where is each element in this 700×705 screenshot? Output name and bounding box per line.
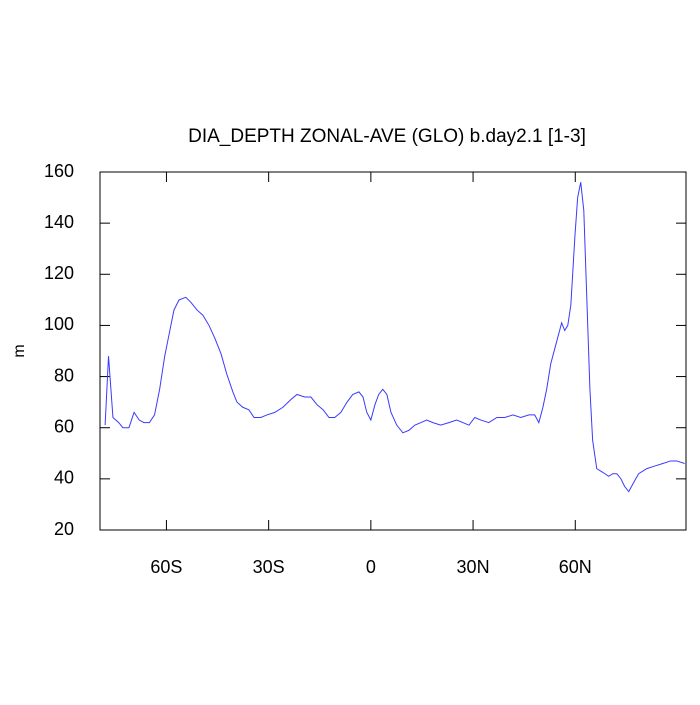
y-tick-label: 80 [54,365,74,385]
x-tick-label: 30S [253,557,285,577]
x-tick-label: 60S [150,557,182,577]
y-tick-label: 60 [54,416,74,436]
y-tick-label: 160 [44,161,74,181]
x-tick-label: 0 [366,557,376,577]
x-tick-label: 60N [559,557,592,577]
y-axis-label: m [11,344,28,357]
y-tick-label: 140 [44,212,74,232]
data-line [104,182,685,493]
x-tick-label: 30N [457,557,490,577]
y-tick-label: 40 [54,468,74,488]
y-tick-label: 100 [44,314,74,334]
y-tick-label: 20 [54,519,74,539]
plot-frame [99,171,687,531]
chart-title: DIA_DEPTH ZONAL-AVE (GLO) b.day2.1 [1-3] [188,126,586,147]
y-tick-label: 120 [44,263,74,283]
